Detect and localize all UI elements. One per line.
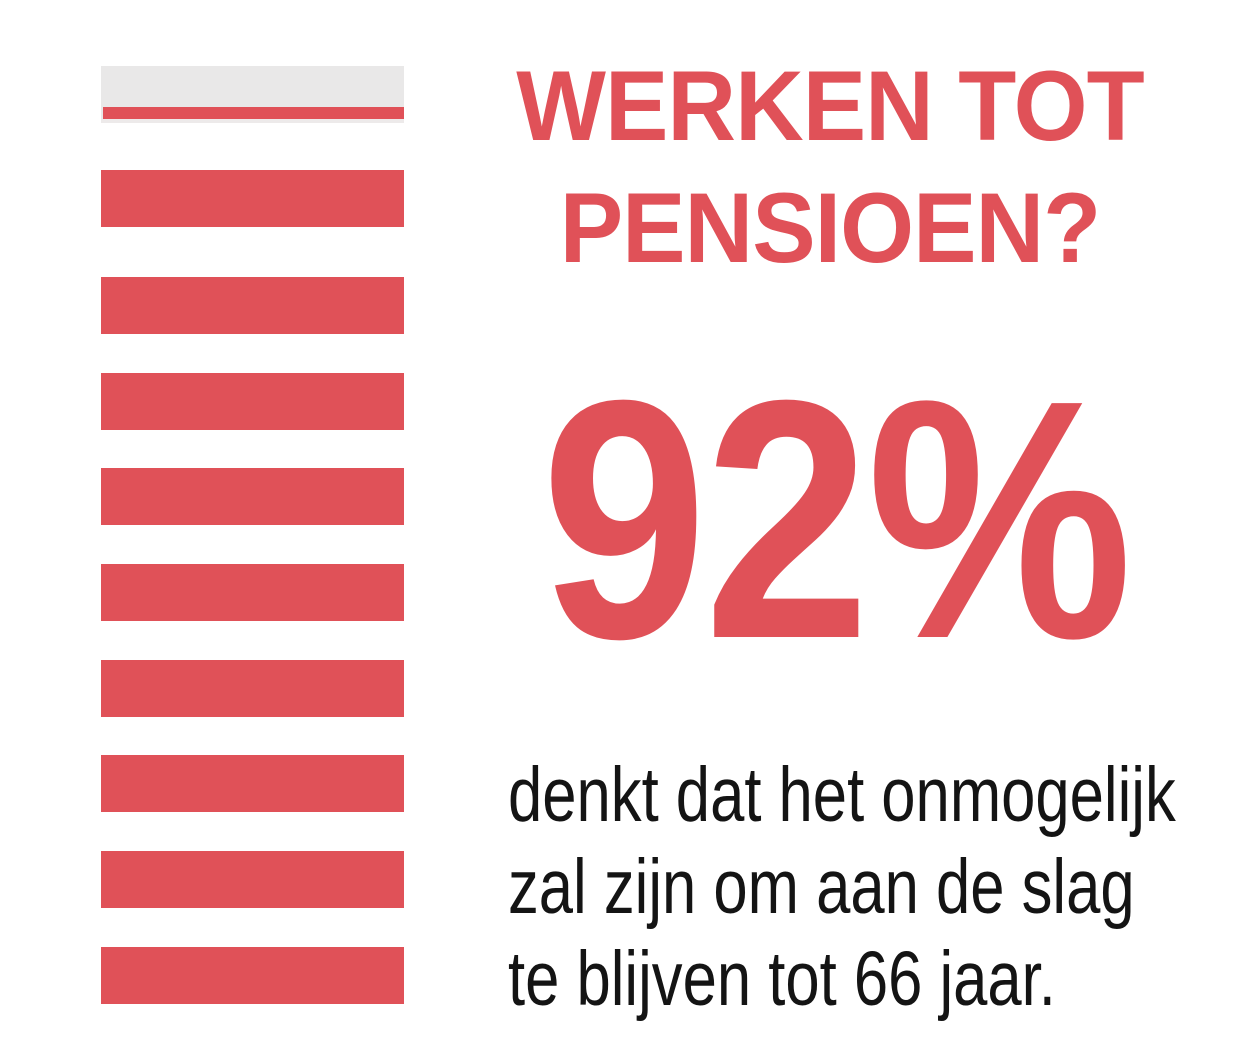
- stripe-full-red: [101, 373, 404, 430]
- stripe-full-red: [101, 468, 404, 525]
- stripe-full-red: [101, 851, 404, 908]
- stripe-full-red: [101, 277, 404, 334]
- title-line-2: PENSIOEN?: [559, 172, 1102, 283]
- stripe-full-red: [101, 564, 404, 621]
- stripe-full-red: [101, 660, 404, 717]
- stat-value: 92%: [541, 330, 1133, 710]
- page-title: WERKEN TOT PENSIOEN?: [475, 45, 1185, 289]
- stripe-partial-red-sliver: [103, 107, 404, 119]
- stripe-partial-light-strip: [101, 119, 404, 123]
- stat-caption: denkt dat het onmogelijk zal zijn om aan…: [508, 749, 1176, 1025]
- caption-line-1: denkt dat het onmogelijk: [508, 752, 1176, 838]
- stripe-full-red: [101, 170, 404, 227]
- stripe-partial-top: [101, 66, 404, 123]
- stripe-full-red: [101, 947, 404, 1004]
- stripe-full-red: [101, 755, 404, 812]
- caption-line-3: te blijven tot 66 jaar.: [508, 936, 1056, 1022]
- caption-line-2: zal zijn om aan de slag: [508, 844, 1135, 930]
- title-line-1: WERKEN TOT: [516, 50, 1144, 161]
